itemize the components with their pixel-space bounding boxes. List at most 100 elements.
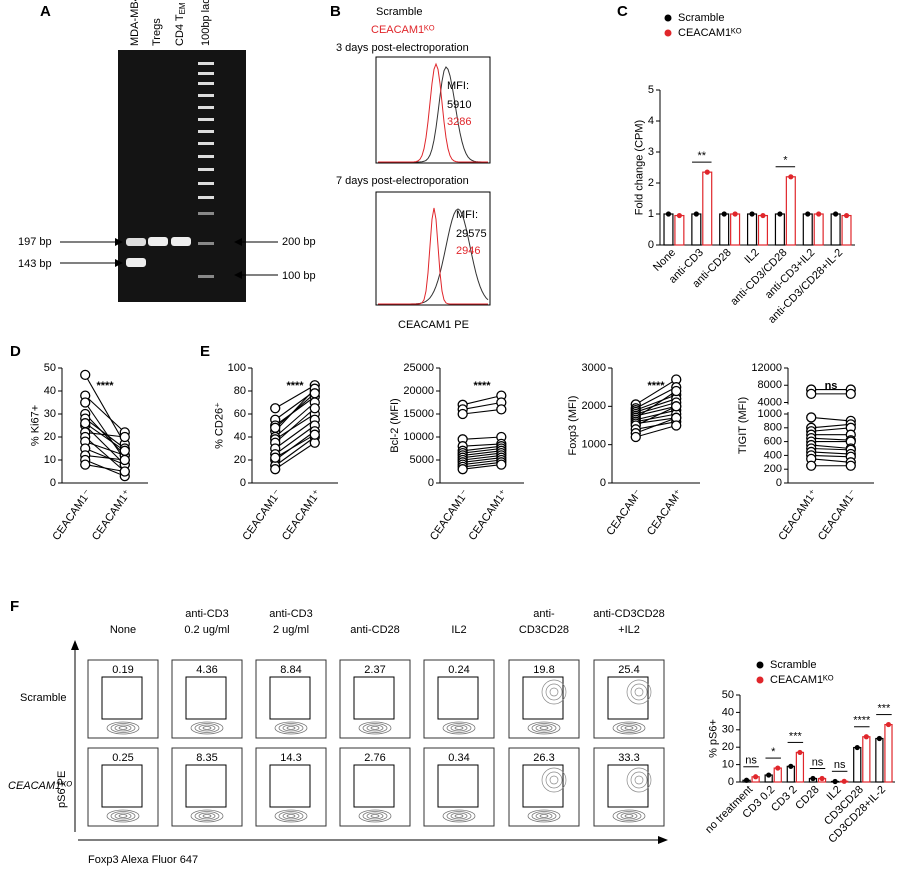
contour: [106, 809, 140, 823]
pair-line: [274, 402, 316, 438]
annotation: ns: [834, 759, 846, 771]
pair-line: [462, 445, 502, 452]
gate-value: 0.34: [448, 752, 469, 764]
pair-line: [635, 386, 677, 409]
contour: [454, 726, 464, 730]
bar: [802, 213, 813, 246]
y-tick-label: 200: [764, 463, 782, 475]
y-tick-label: 4000: [758, 396, 782, 408]
mfi-value: 3286: [447, 116, 471, 128]
contour: [539, 726, 549, 730]
contour: [278, 811, 304, 821]
ladder-band: [198, 168, 214, 171]
contour: [620, 812, 638, 820]
column-title: CD3CD28: [519, 624, 569, 636]
bar: [774, 213, 785, 246]
bar-point: [863, 734, 869, 740]
annotation: ***: [789, 730, 803, 742]
y-tick-label: 5: [648, 84, 654, 96]
row-label: Scramble: [20, 692, 66, 704]
pair-line: [462, 450, 502, 456]
column-title: anti-CD28: [350, 624, 400, 636]
point: [806, 460, 817, 471]
pair-line: [635, 417, 677, 434]
x-tick-label: CEACAM1⁺: [280, 487, 324, 542]
annotation: ns: [825, 380, 838, 392]
bar-point: [854, 744, 860, 751]
column-title: None: [110, 624, 136, 636]
y-tick-label: 3: [648, 146, 654, 158]
pair-line: [635, 409, 677, 421]
bar: [719, 213, 730, 246]
point: [806, 388, 817, 400]
y-axis-label: Bcl-2 (MFI): [389, 398, 401, 452]
gate: [522, 676, 564, 720]
lane-label-text: CD4 T: [174, 14, 186, 46]
size-label: 197 bp: [18, 236, 52, 248]
bar: [691, 213, 702, 246]
pair-line: [811, 437, 851, 441]
contour: [442, 809, 476, 823]
bar-point: [704, 169, 710, 175]
histogram-curve: [378, 207, 488, 305]
contour: [620, 724, 638, 732]
pair-line: [84, 395, 126, 433]
pair-line: [462, 452, 502, 459]
ladder-band: [198, 182, 214, 185]
gate: [353, 676, 395, 720]
contour: [446, 723, 472, 733]
histogram-curve: [378, 66, 488, 163]
bar-point: [721, 211, 727, 217]
contour: [198, 724, 216, 732]
column-title: IL2: [451, 624, 466, 636]
pair-line: [274, 392, 316, 429]
contour: [202, 726, 212, 730]
bar-point: [841, 778, 847, 784]
pair-line: [462, 454, 502, 461]
y-tick-label: 0: [600, 477, 606, 489]
contour: [282, 812, 300, 820]
y-tick-label: 12000: [751, 362, 782, 374]
contour: [366, 724, 384, 732]
x-tick-label: CEACAM1⁻: [816, 487, 860, 542]
contour: [190, 809, 224, 823]
pair-line: [462, 457, 502, 463]
panel-label: E: [200, 343, 210, 360]
ladder-band: [198, 62, 214, 65]
bar-point: [775, 765, 781, 771]
y-tick-label: 2000: [582, 400, 606, 412]
bar-point: [693, 211, 699, 217]
mfi-value: 29575: [456, 228, 487, 240]
x-tick-label: CEACAM1⁻: [240, 487, 284, 542]
y-tick-label: 0: [728, 776, 734, 788]
arrow-head: [658, 836, 668, 844]
x-axis-label: CEACAM1 PE: [398, 319, 469, 331]
y-axis-label: % CD26⁺: [213, 402, 225, 449]
point: [80, 369, 91, 381]
ladder-band: [198, 212, 214, 215]
gate-value: 8.84: [280, 664, 301, 676]
annotation: ****: [647, 380, 665, 392]
y-axis-label: Foxp3 (MFI): [567, 396, 579, 456]
contour: [616, 811, 642, 821]
x-tick-label: CEACAM⁺: [645, 487, 685, 537]
bar: [862, 736, 871, 783]
point: [845, 388, 856, 400]
bar: [757, 214, 769, 246]
pair-line: [635, 405, 677, 417]
contour: [370, 814, 380, 818]
pair-line: [84, 418, 126, 449]
point: [119, 445, 130, 456]
point: [270, 403, 281, 414]
bar-point: [876, 735, 882, 742]
contour: [624, 814, 634, 818]
gate-value: 0.24: [448, 664, 469, 676]
pair-line: [811, 451, 851, 455]
pair-line: [811, 423, 851, 429]
y-tick-label: 0: [428, 477, 434, 489]
contour: [446, 811, 472, 821]
point: [309, 388, 320, 399]
size-label: 100 bp: [282, 270, 316, 282]
y-tick-label: 400: [764, 449, 782, 461]
pair-line: [462, 461, 502, 468]
